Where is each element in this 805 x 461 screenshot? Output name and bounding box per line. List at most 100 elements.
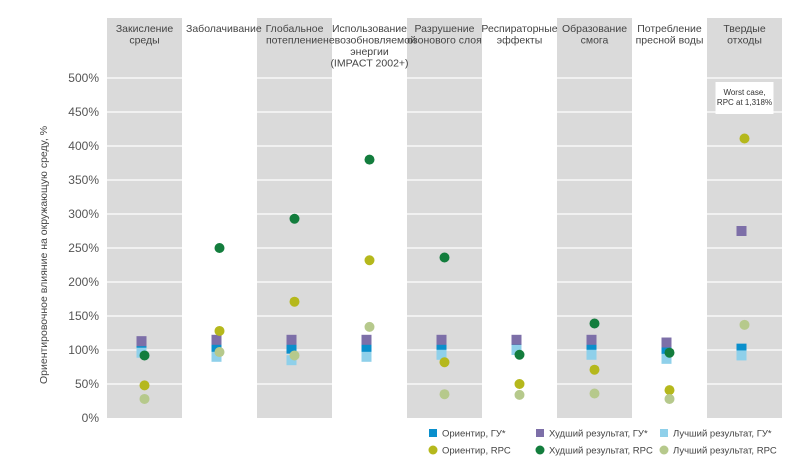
data-point-circle xyxy=(289,213,300,224)
category-label-line: Заболачивание xyxy=(186,23,262,35)
category-label: Образование смога xyxy=(562,23,627,47)
data-point-circle xyxy=(214,243,225,253)
legend-label: Худший результат, RPC xyxy=(549,446,653,457)
data-point-circle xyxy=(289,296,300,307)
category-label-line: энергии xyxy=(350,46,389,58)
annotation: Worst case,RPC at 1,318% xyxy=(715,82,774,114)
data-point-circle xyxy=(589,364,600,375)
legend-label: Ориентир, RPC xyxy=(442,446,511,457)
category-label-line: Потребление xyxy=(637,23,702,35)
y-tick-label: 250% xyxy=(68,241,99,255)
legend-label: Худший результат, ГУ* xyxy=(549,429,648,440)
y-tick-label: 400% xyxy=(68,139,99,153)
category-labels: Закисление среды Заболачивание Глобальное по… xyxy=(116,23,766,70)
legend-marker-circle xyxy=(535,445,545,455)
legend-marker-square xyxy=(660,429,668,437)
legend: Ориентир, ГУ* Худший результат, ГУ* Лучший… xyxy=(428,429,777,457)
data-point-square xyxy=(136,336,147,347)
annotation-box xyxy=(715,82,774,114)
category-label-line: Респираторные xyxy=(481,23,557,35)
data-point-square xyxy=(736,226,747,236)
data-point-square xyxy=(661,337,672,348)
data-point-circle xyxy=(364,154,375,165)
y-tick-label: 450% xyxy=(68,105,99,119)
data-point-circle xyxy=(364,321,375,332)
data-point-square xyxy=(736,350,747,361)
category-label-line: Закисление xyxy=(116,23,174,35)
data-point-square xyxy=(286,343,297,354)
data-point-square xyxy=(586,334,597,345)
data-point-circle xyxy=(364,255,375,266)
legend-label: Лучший результат, ГУ* xyxy=(673,429,772,440)
category-label-line: среды xyxy=(129,35,159,47)
legend-marker-square xyxy=(536,429,544,437)
legend-label: Ориентир, ГУ* xyxy=(442,429,506,440)
data-point-square xyxy=(286,355,297,366)
data-point-circle xyxy=(739,133,750,144)
y-tick-label: 0% xyxy=(82,411,100,425)
y-tick-label: 350% xyxy=(68,173,99,187)
legend-label: Лучший результат, RPC xyxy=(673,446,777,457)
category-label-line: Образование xyxy=(562,23,627,35)
data-point-circle xyxy=(514,389,525,400)
category-label-line: (IMPACT 2002+) xyxy=(330,58,408,70)
category-label-line: Разрушение xyxy=(415,23,475,35)
y-tick-label: 200% xyxy=(68,275,99,289)
y-tick-label: 300% xyxy=(68,207,99,221)
data-point-square xyxy=(436,349,447,360)
category-label: Разрушение озонового слоя xyxy=(407,23,482,47)
data-point-circle xyxy=(439,357,450,368)
data-point-circle xyxy=(139,393,150,404)
data-point-square xyxy=(361,351,372,362)
category-label: Твердые отходы xyxy=(723,23,766,47)
y-tick-label: 50% xyxy=(75,377,99,391)
data-point-circle xyxy=(139,350,150,361)
y-axis-label: Ориентировочное влияние на окружающую ср… xyxy=(38,126,50,384)
data-point-square xyxy=(586,349,597,360)
data-point-square xyxy=(361,343,372,354)
category-label-line: невозобновляемой xyxy=(323,35,416,47)
annotation-text: Worst case, xyxy=(723,88,765,97)
y-axis-ticks: 0% 50% 100% 150% 200% 250% 300% 350% 400% 450% 500… xyxy=(68,71,99,425)
data-points xyxy=(136,133,750,404)
data-point-circle xyxy=(139,380,150,391)
category-label: Использование невозобновляемой энергии (IMP… xyxy=(323,23,416,70)
category-label: Закисление среды xyxy=(116,23,174,47)
data-point-square xyxy=(436,334,447,345)
data-point-circle xyxy=(439,389,450,400)
data-point-square xyxy=(211,351,222,362)
category-label-line: пресной воды xyxy=(636,35,704,47)
category-label-line: смога xyxy=(581,35,609,47)
data-point-circle xyxy=(664,347,675,358)
category-label: Глобальное потепление xyxy=(266,23,324,47)
data-point-circle xyxy=(514,349,525,360)
y-tick-label: 150% xyxy=(68,309,99,323)
data-point-circle xyxy=(664,393,675,404)
data-point-square xyxy=(736,343,747,354)
data-point-square xyxy=(361,334,372,345)
data-point-square xyxy=(286,334,297,345)
data-point-circle xyxy=(439,252,450,263)
category-label: Потребление пресной воды xyxy=(636,23,704,47)
annotation-text: RPC at 1,318% xyxy=(717,98,772,107)
data-point-circle xyxy=(589,318,600,329)
category-label-line: Использование xyxy=(332,23,407,35)
category-label: Респираторные эффекты xyxy=(481,23,557,47)
data-point-square xyxy=(511,334,522,345)
category-label-line: потепление xyxy=(266,35,323,47)
data-point-square xyxy=(661,353,672,364)
category-label-line: Твердые xyxy=(723,23,766,35)
category-label-line: Глобальное xyxy=(266,23,324,35)
legend-marker-square xyxy=(429,429,437,437)
data-point-circle xyxy=(214,347,225,358)
data-point-circle xyxy=(739,319,750,330)
data-point-circle xyxy=(289,350,300,361)
category-label: Заболачивание xyxy=(186,23,262,35)
data-point-square xyxy=(211,334,222,345)
y-tick-label: 500% xyxy=(68,71,99,85)
category-label-line: отходы xyxy=(727,35,762,47)
legend-marker-circle xyxy=(659,445,669,455)
data-point-circle xyxy=(514,379,525,389)
category-label-line: эффекты xyxy=(497,35,543,47)
